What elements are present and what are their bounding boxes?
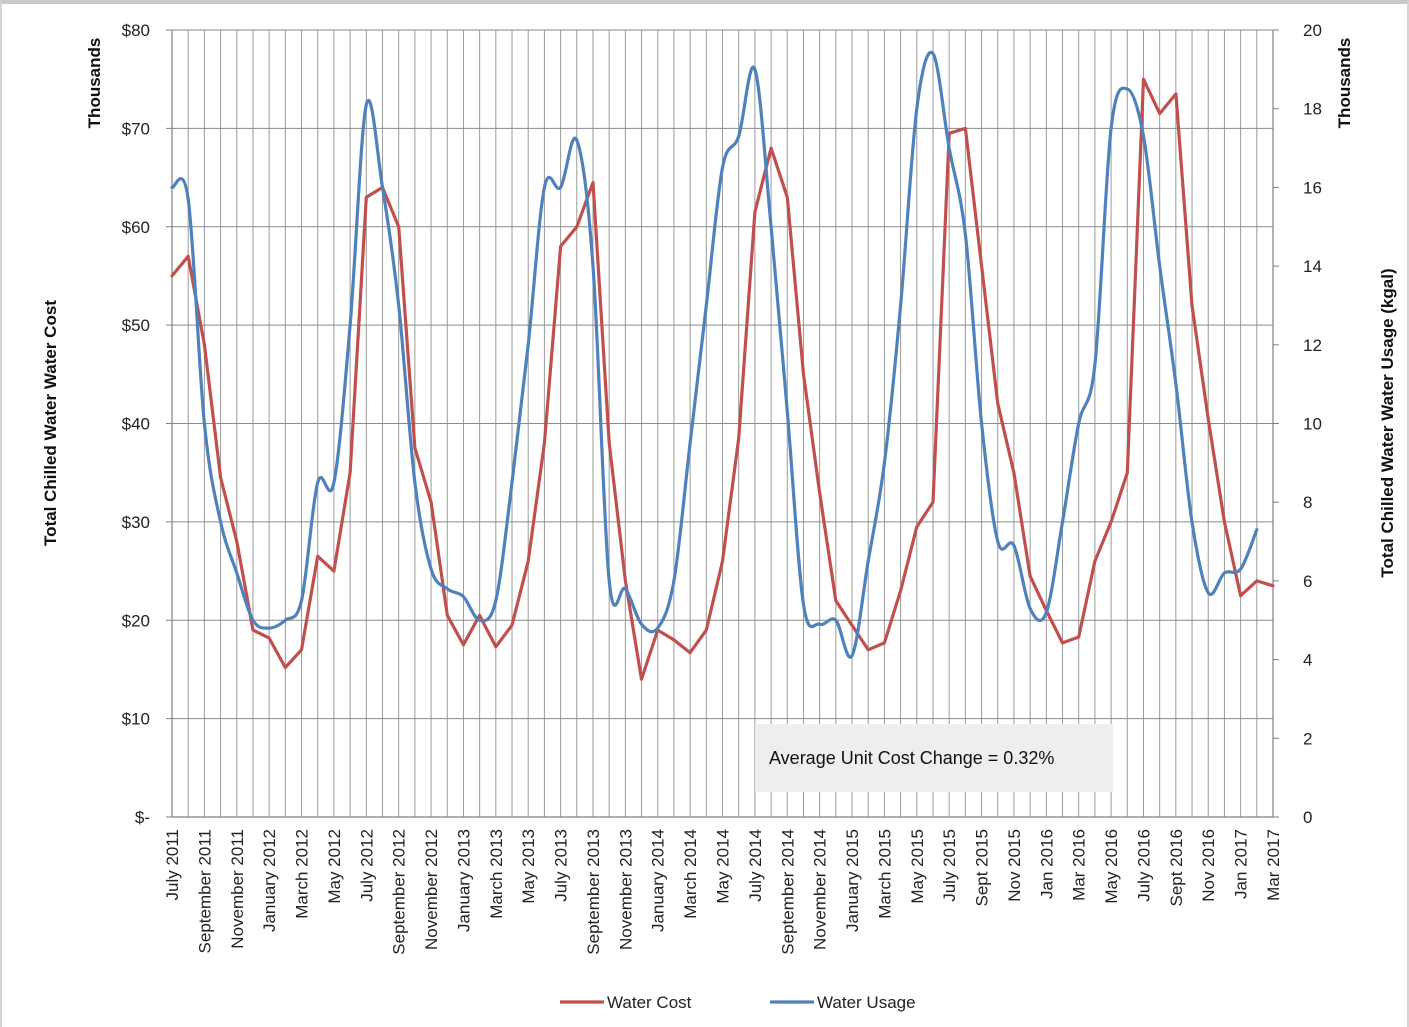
x-tick-label: Jan 2016 (1037, 829, 1056, 899)
x-tick-label: Mar 2016 (1070, 829, 1089, 901)
water-usage-line (170, 50, 1259, 659)
left-axis-ticks: $- $10 $20 $30 $40 $50 $60 $70 $80 (122, 21, 172, 827)
x-tick-label: January 2012 (260, 829, 279, 932)
right-axis-ticks: 0 2 4 6 8 10 12 14 16 18 20 (1273, 21, 1322, 827)
annotation-box (755, 724, 1113, 792)
right-axis-title: Total Chilled Water Water Usage (kgal) (1378, 268, 1397, 577)
x-tick-label: July 2014 (746, 829, 765, 902)
x-tick-label: Nov 2015 (1005, 829, 1024, 902)
x-tick-label: May 2015 (908, 829, 927, 904)
left-tick-label: $60 (122, 218, 150, 237)
x-tick-label: March 2012 (293, 829, 312, 919)
left-tick-label: $20 (122, 611, 150, 630)
x-tick-label: Mar 2017 (1264, 829, 1283, 901)
right-tick-label: 18 (1303, 100, 1322, 119)
x-axis-ticks: July 2011 September 2011 November 2011 Janu… (163, 829, 1283, 955)
x-tick-label: May 2016 (1102, 829, 1121, 904)
left-tick-label: $80 (122, 21, 150, 40)
right-tick-label: 12 (1303, 336, 1322, 355)
x-tick-label: Sept 2016 (1167, 829, 1186, 907)
left-axis-title: Total Chilled Water Water Cost (41, 300, 60, 546)
x-tick-label: September 2011 (195, 829, 214, 953)
gridlines (171, 29, 1274, 818)
right-axis-units: Thousands (1335, 38, 1354, 129)
x-tick-label: Nov 2016 (1199, 829, 1218, 902)
x-tick-label: Jan 2017 (1232, 829, 1251, 899)
x-tick-label: September 2014 (778, 829, 797, 955)
left-tick-label: $10 (122, 710, 150, 729)
x-tick-label: May 2013 (519, 829, 538, 904)
right-tick-label: 2 (1303, 729, 1312, 748)
x-tick-label: July 2011 (163, 829, 182, 901)
left-tick-label: $50 (122, 316, 150, 335)
x-tick-label: May 2014 (714, 829, 733, 904)
left-tick-label: $70 (122, 119, 150, 138)
x-tick-label: January 2014 (649, 829, 668, 932)
right-tick-label: 4 (1303, 651, 1312, 670)
legend-label-water-cost: Water Cost (607, 993, 692, 1012)
x-tick-label: November 2013 (616, 829, 635, 950)
right-tick-label: 6 (1303, 572, 1312, 591)
x-tick-label: March 2015 (875, 829, 894, 919)
right-tick-label: 16 (1303, 178, 1322, 197)
x-tick-label: July 2015 (940, 829, 959, 902)
right-tick-label: 20 (1303, 21, 1322, 40)
x-tick-label: January 2013 (454, 829, 473, 932)
x-tick-label: September 2013 (584, 829, 603, 955)
left-tick-label: $- (135, 808, 150, 827)
x-tick-label: January 2015 (843, 829, 862, 932)
x-tick-label: March 2014 (681, 829, 700, 919)
x-tick-label: July 2016 (1134, 829, 1153, 902)
x-tick-label: July 2012 (357, 829, 376, 902)
right-tick-label: 0 (1303, 808, 1312, 827)
x-tick-label: July 2013 (552, 829, 571, 902)
x-tick-label: November 2011 (228, 829, 247, 949)
left-axis-units: Thousands (85, 38, 104, 129)
x-tick-label: May 2012 (325, 829, 344, 904)
left-tick-label: $30 (122, 513, 150, 532)
water-cost-line (170, 77, 1275, 681)
x-tick-label: September 2012 (390, 829, 409, 955)
annotation-text: Average Unit Cost Change = 0.32% (769, 748, 1054, 768)
series-lines (170, 50, 1275, 681)
legend: Water Cost Water Usage (560, 993, 916, 1012)
left-tick-label: $40 (122, 415, 150, 434)
x-tick-label: March 2013 (487, 829, 506, 919)
right-tick-label: 8 (1303, 493, 1312, 512)
x-tick-label: November 2014 (811, 829, 830, 950)
right-tick-label: 14 (1303, 257, 1322, 276)
x-tick-label: November 2012 (422, 829, 441, 950)
right-tick-label: 10 (1303, 415, 1322, 434)
legend-label-water-usage: Water Usage (817, 993, 916, 1012)
x-tick-label: Sept 2015 (973, 829, 992, 907)
